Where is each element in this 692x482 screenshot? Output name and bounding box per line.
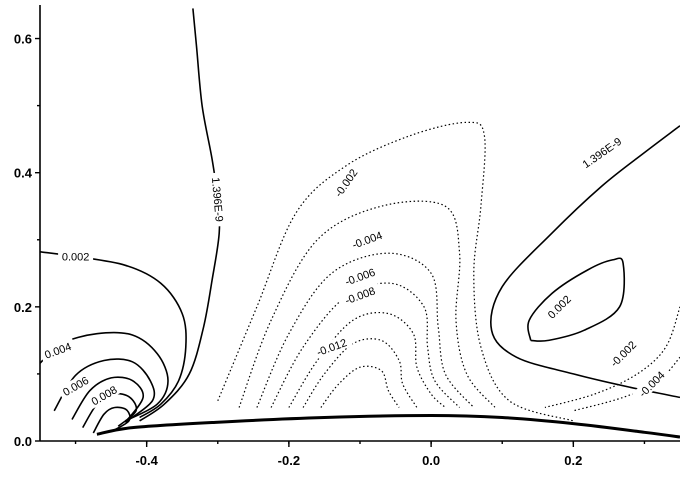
contour-body-surface: [96, 413, 680, 439]
y-tick-label: 0.2: [14, 300, 32, 315]
contour-neg-0.008: [270, 282, 461, 408]
x-tick-label: -0.2: [278, 453, 300, 468]
y-ticks: 0.0 0.2 0.4 0.6: [14, 32, 40, 449]
contour-label-bg: [328, 161, 363, 204]
contour-label-group: -0.002: [328, 161, 363, 204]
contour-labels: 1.396E-91.396E-90.002-0.002-0.004-0.006-…: [38, 131, 671, 410]
contour-pos-0.006: [53, 358, 156, 423]
contour-zero-right: [490, 125, 680, 399]
contour-pos-0.012: [92, 406, 131, 434]
contour-label-bg: [38, 337, 77, 363]
contour-label-bg: [58, 249, 94, 263]
contour-pos-right-0.002: [527, 257, 626, 342]
contour-label-bg: [338, 281, 382, 309]
contour-label-bg: [541, 289, 576, 324]
x-tick-label: -0.4: [135, 453, 158, 468]
contour-pos-0.008: [71, 376, 145, 423]
contour-label-bg: [632, 364, 671, 403]
contour-label-group: -0.012: [309, 333, 354, 360]
contour-label-bg: [56, 371, 94, 400]
contour-label-group: -0.002: [603, 334, 642, 373]
contour-neg-0.010: [288, 311, 446, 408]
contour-label: 1.396E-9: [581, 136, 624, 171]
contour-label-bg: [575, 131, 628, 173]
axes: [39, 5, 680, 442]
contour-label-bg: [209, 172, 228, 227]
x-tick-label: 0.2: [564, 453, 582, 468]
contour-label-group: 1.396E-9: [209, 172, 228, 227]
x-ticks: -0.4 -0.2 0.0 0.2: [74, 441, 646, 468]
contour-neg-0.004: [238, 200, 496, 408]
contour-label: 0.002: [62, 252, 90, 264]
contour-label-bg: [309, 333, 354, 360]
contour-neg-0.006: [256, 252, 475, 408]
contour-neg-0.002: [217, 121, 574, 422]
contour-neg-right-0.004: [573, 356, 680, 412]
contour-label-group: 0.002: [58, 249, 94, 264]
contour-neg-0.014: [320, 365, 400, 408]
y-tick-label: 0.6: [14, 32, 32, 47]
y-tick-label: 0.0: [14, 434, 32, 449]
contour-zero-left: [139, 8, 221, 422]
contour-label-group: 1.396E-9: [575, 131, 628, 173]
contour-label-bg: [345, 226, 389, 253]
contour-label-bg: [85, 380, 123, 410]
contour-label-bg: [603, 334, 642, 373]
contour-label-group: -0.004: [345, 226, 389, 253]
x-tick-label: 0.0: [422, 453, 440, 468]
contour-lines: [40, 8, 680, 439]
contour-label-group: -0.004: [632, 364, 671, 403]
contour-label-group: 0.002: [541, 289, 576, 324]
contour-label-group: 0.008: [85, 380, 123, 410]
contour-label: 1.396E-9: [209, 177, 225, 223]
contour-label-group: 0.004: [38, 337, 77, 363]
contour-label-bg: [338, 263, 382, 290]
y-tick-label: 0.4: [14, 166, 33, 181]
contour-label: 0.004: [43, 341, 73, 362]
